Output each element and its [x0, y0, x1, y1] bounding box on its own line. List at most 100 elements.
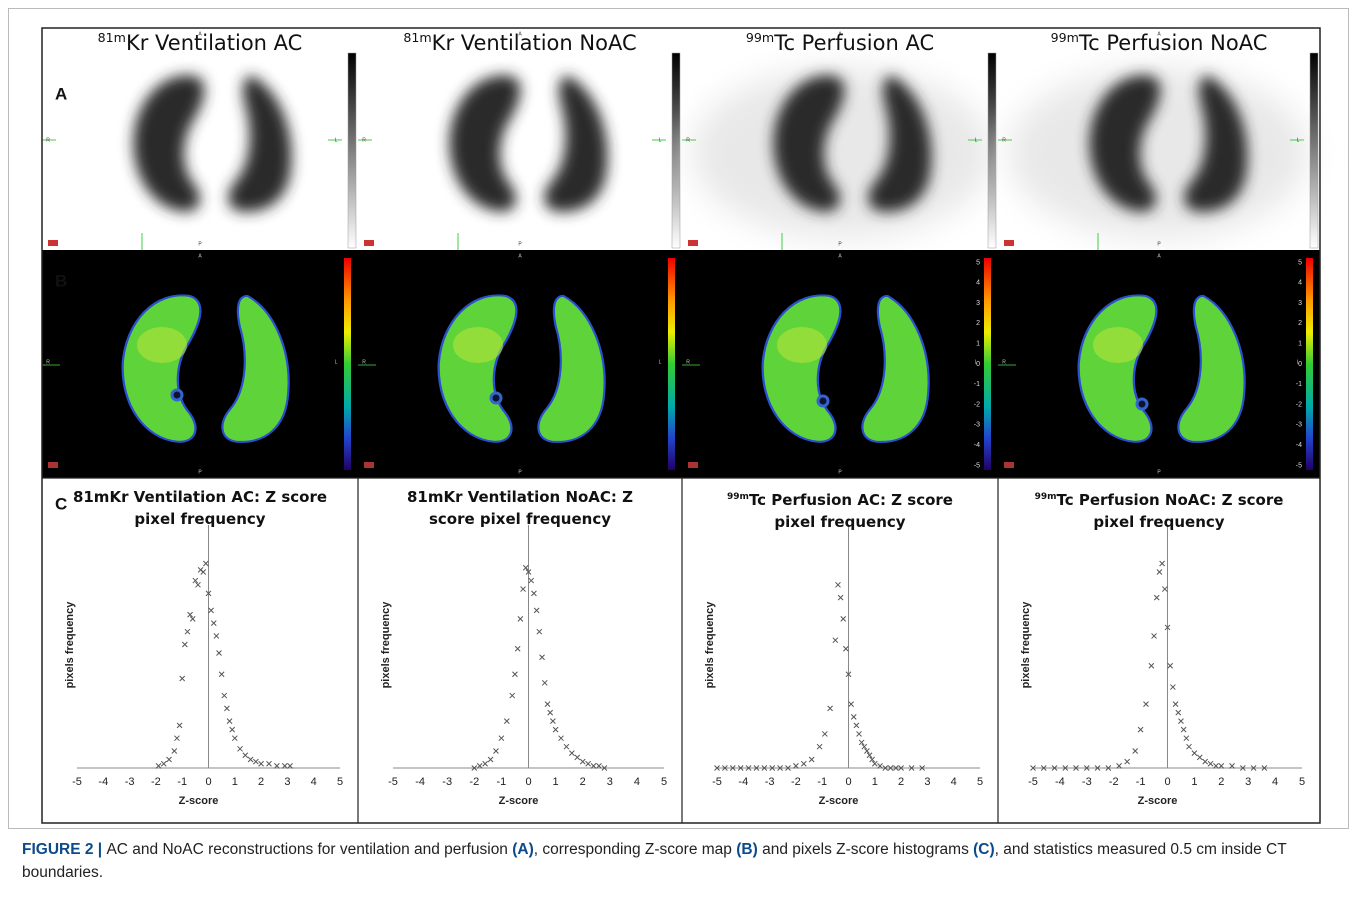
x-tick-label: 5	[337, 776, 343, 788]
colorbar	[344, 258, 351, 470]
x-tick-label: -2	[1109, 776, 1119, 788]
data-point	[221, 692, 228, 699]
data-point	[558, 735, 564, 742]
colorbar-tick-label: 5	[1298, 259, 1302, 266]
data-point	[287, 763, 293, 769]
x-tick-label: 2	[580, 776, 586, 788]
data-point	[517, 616, 524, 622]
x-tick-label: -1	[177, 776, 187, 788]
colorbar-tick-label: 4	[1298, 280, 1302, 287]
x-tick-label: -3	[1082, 776, 1092, 788]
yellow-area	[777, 327, 827, 363]
yellow-area	[137, 327, 187, 363]
x-tick-label: 0	[205, 776, 211, 788]
colorbar-tick-label: -5	[1296, 462, 1302, 469]
data-point	[1239, 765, 1246, 771]
orientation-label: A	[838, 253, 842, 259]
right-lung	[861, 294, 930, 443]
data-point	[1170, 684, 1176, 690]
data-point	[550, 718, 556, 724]
logo	[1004, 462, 1014, 468]
column-title-text: Tc Perfusion NoAC	[1078, 31, 1268, 55]
data-point	[1161, 586, 1168, 592]
data-point	[1218, 763, 1225, 769]
data-point	[482, 760, 488, 767]
data-point	[476, 763, 483, 769]
data-point	[1151, 633, 1157, 639]
yellow-area	[453, 327, 503, 363]
y-axis-label: pixels frequency	[1020, 601, 1032, 689]
right-lung	[228, 75, 292, 212]
colorbar-tick-label: 4	[976, 280, 980, 287]
data-point	[882, 765, 889, 771]
x-tick-label: -2	[791, 776, 801, 788]
data-point	[785, 765, 791, 771]
data-point	[1156, 569, 1163, 575]
x-tick-label: 0	[845, 776, 851, 788]
data-point	[569, 750, 575, 756]
data-point	[274, 763, 280, 769]
orientation-label: A	[1157, 31, 1161, 37]
column-title-sup: 99m	[745, 30, 775, 45]
data-point	[1186, 743, 1192, 750]
x-tick-label: -4	[738, 776, 748, 788]
data-point	[242, 752, 249, 759]
data-point	[166, 756, 172, 763]
caption-segment: (A)	[512, 841, 534, 858]
data-point	[837, 594, 844, 601]
logo	[1004, 240, 1014, 246]
chart-title: 81mKr Ventilation AC: Z score pixel freq…	[72, 486, 328, 530]
data-point	[218, 671, 225, 678]
chart-title-text: Tc Perfusion AC: Z score pixel frequency	[748, 491, 953, 531]
data-point	[887, 765, 894, 771]
x-tick-label: 5	[1299, 776, 1305, 788]
data-point	[539, 654, 545, 661]
orientation-label: L	[1297, 359, 1300, 365]
data-point	[1202, 758, 1209, 765]
data-point	[1175, 709, 1182, 716]
data-point	[522, 564, 529, 571]
caption-segment: , corresponding Z-score map	[533, 841, 737, 858]
orientation-label: R	[1002, 137, 1006, 143]
data-point	[832, 637, 839, 644]
panel-label: B	[55, 271, 67, 290]
data-point	[858, 739, 865, 746]
data-point	[1159, 560, 1165, 567]
data-point	[753, 765, 760, 771]
ct-image: A P R L	[998, 28, 1320, 250]
data-point	[528, 577, 535, 584]
data-point	[574, 754, 581, 761]
defect	[489, 391, 503, 405]
orientation-label: A	[1157, 253, 1161, 259]
data-point	[861, 743, 868, 750]
data-point	[579, 758, 586, 765]
colorbar	[984, 258, 991, 470]
x-tick-label: 1	[1191, 776, 1197, 788]
x-tick-label: 0	[1164, 776, 1170, 788]
colorbar-tick-label: -2	[974, 401, 980, 408]
outer-border	[8, 8, 1349, 829]
orientation-label: L	[335, 137, 338, 143]
data-point	[816, 743, 823, 750]
ct-image: A P R L	[682, 28, 998, 250]
logo	[48, 240, 58, 246]
data-point	[176, 722, 183, 729]
lungs	[449, 75, 608, 212]
x-tick-label: 4	[951, 776, 957, 788]
column-title-sup: 81m	[403, 30, 432, 45]
column-title: 99mTc Perfusion NoAC	[998, 30, 1320, 55]
data-point	[722, 765, 728, 771]
data-point	[845, 671, 852, 678]
data-point	[1207, 760, 1214, 767]
data-point	[184, 628, 191, 635]
image-bg	[682, 250, 998, 478]
x-tick-label: 3	[924, 776, 930, 788]
x-tick-label: 2	[898, 776, 904, 788]
colorbar-tick-label: 1	[976, 341, 980, 348]
data-point	[563, 743, 570, 750]
left-lung	[773, 75, 845, 212]
x-tick-label: -1	[497, 776, 507, 788]
colorbar-tick-label: 2	[976, 320, 980, 327]
data-point	[552, 726, 559, 733]
